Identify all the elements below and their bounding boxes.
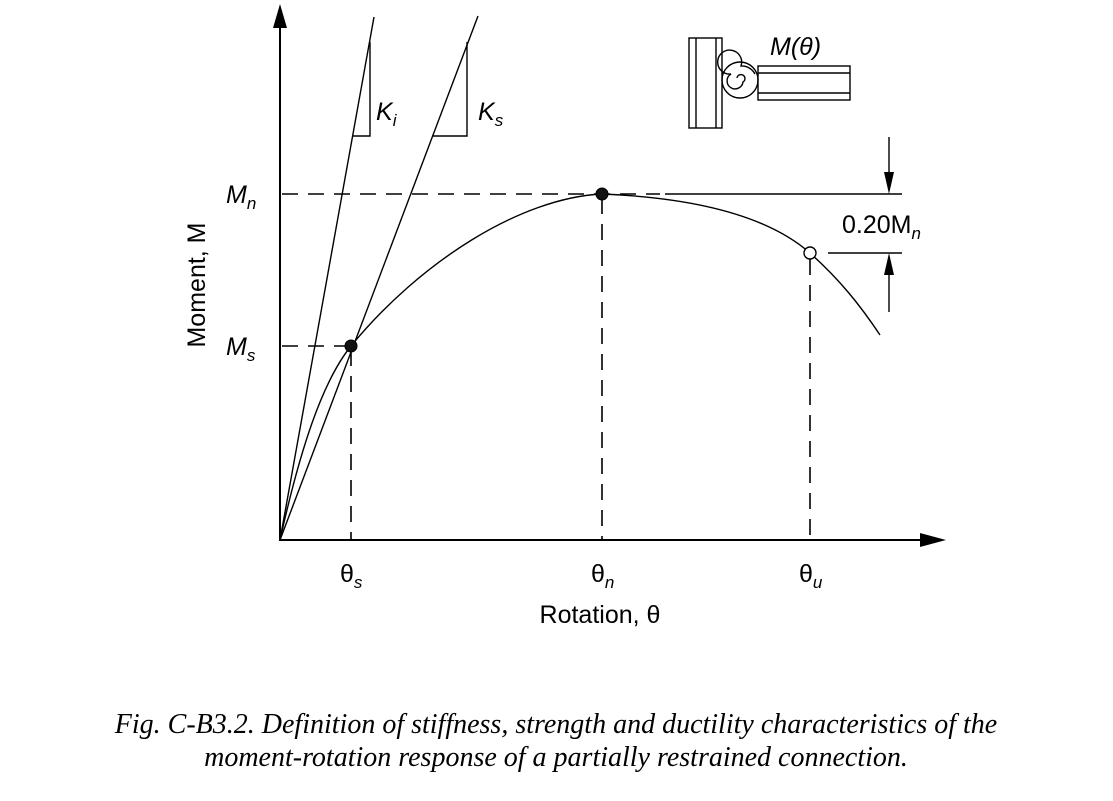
x-tick-theta-u: θu	[799, 560, 823, 592]
y-axis-arrow-icon	[273, 4, 287, 28]
connection-label: M(θ)	[770, 33, 821, 61]
arrow-up-icon	[884, 253, 894, 275]
ki-slope-triangle	[352, 42, 371, 137]
ks-label: Ks	[478, 98, 504, 130]
drop-label: 0.20Mn	[842, 211, 921, 243]
x-tick-theta-n: θn	[591, 560, 614, 592]
caption-line-2: moment-rotation response of a partially …	[204, 742, 908, 773]
y-tick-ms: Ms	[226, 333, 256, 365]
ks-slope-triangle	[432, 42, 468, 137]
connection-spring-icon	[688, 37, 851, 129]
initial-stiffness-line	[279, 16, 375, 541]
x-axis-label: Rotation, θ	[540, 601, 661, 629]
service-point	[344, 339, 358, 353]
nominal-point	[595, 187, 609, 201]
x-tick-theta-s: θs	[340, 560, 363, 592]
secant-stiffness-line	[279, 15, 479, 541]
moment-rotation-curve	[279, 193, 881, 541]
y-tick-mn: Mn	[226, 181, 256, 213]
x-axis-arrow-icon	[920, 533, 946, 547]
arrow-down-icon	[884, 172, 894, 194]
ki-label: Ki	[376, 98, 398, 130]
caption-line-1: Fig. C-B3.2. Definition of stiffness, st…	[114, 709, 997, 740]
y-axis-label: Moment, M	[183, 222, 211, 347]
ultimate-point	[803, 246, 817, 260]
